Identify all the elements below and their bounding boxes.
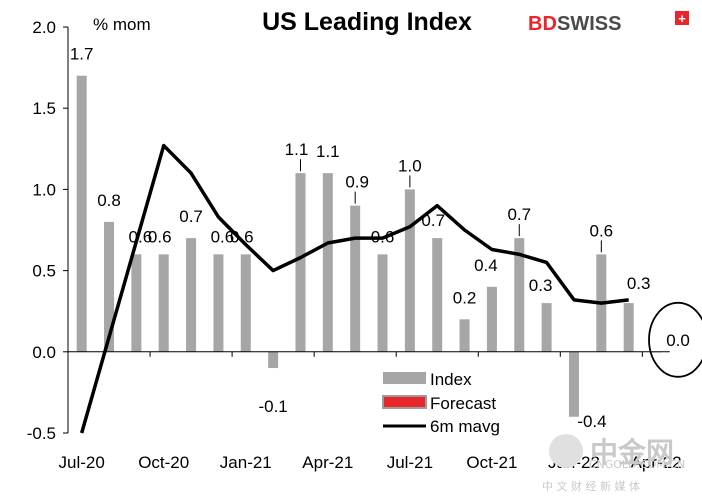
bars <box>76 75 662 417</box>
data-label: 0.2 <box>453 288 477 307</box>
bar-index <box>459 319 470 352</box>
data-label: 1.0 <box>398 156 422 175</box>
bar-index <box>377 254 388 352</box>
data-label: -0.4 <box>577 412 606 431</box>
x-tick-label: Jan-21 <box>220 453 272 472</box>
data-label: 0.6 <box>148 227 172 246</box>
forecast-highlight-circle <box>648 301 702 378</box>
y-tick-label: 0.0 <box>32 343 56 362</box>
chart-title: US Leading Index <box>262 8 472 36</box>
swiss-cross-icon <box>675 11 689 25</box>
data-labels: 1.70.80.60.60.70.60.6-0.11.1 1.10.90.61.0… <box>70 45 702 431</box>
legend-label-index: Index <box>430 370 472 389</box>
bar-index <box>541 303 552 352</box>
watermark-sub: 中 文 财 经 新 媒 体 <box>542 479 640 493</box>
data-label: 0.3 <box>627 274 651 293</box>
data-label: 0.7 <box>179 207 203 226</box>
brand-bd: BD <box>528 13 557 35</box>
watermark-url: CNGOLD.COM.CN <box>589 458 685 471</box>
data-label: 0.6 <box>129 227 153 246</box>
data-label: 0.4 <box>474 256 498 275</box>
bar-index <box>240 254 251 352</box>
data-label: 1.1 <box>285 140 309 159</box>
mavg-line <box>79 143 629 434</box>
x-tick-label: Oct-20 <box>138 453 189 472</box>
data-label: 0.6 <box>371 227 395 246</box>
x-tick-label: Oct-21 <box>466 453 517 472</box>
bar-index <box>213 254 224 352</box>
data-label: 0.8 <box>97 191 121 210</box>
bar-index <box>158 254 169 352</box>
data-label: 0.9 <box>345 173 369 192</box>
bar-index <box>514 238 525 352</box>
bar-index <box>295 173 306 352</box>
legend-label-mavg: 6m mavg <box>430 417 500 436</box>
watermark-main: 中金网 <box>590 436 674 469</box>
y-tick-label: 1.0 <box>32 180 56 199</box>
bar-index <box>432 238 443 352</box>
data-label: 0.7 <box>421 211 445 230</box>
watermark-logo-icon <box>549 434 583 468</box>
moving-average-line <box>79 143 629 434</box>
bar-index <box>131 254 142 352</box>
bar-index <box>268 351 279 369</box>
bar-index <box>486 286 497 352</box>
swiss-cross-glyph: + <box>678 11 686 26</box>
legend-swatch-forecast <box>382 395 427 409</box>
x-tick-label: Apr-22 <box>631 453 682 472</box>
bar-index <box>350 205 361 352</box>
bar-index <box>623 303 634 352</box>
bar-index <box>186 238 197 352</box>
legend: Index Forecast 6m mavg <box>382 370 500 436</box>
bar-index <box>404 189 415 352</box>
bar-index <box>76 75 87 352</box>
brand-swiss: SWISS <box>557 13 621 35</box>
y-tick-label: 2.0 <box>32 18 56 37</box>
data-label: 0.3 <box>529 276 553 295</box>
brand-logo: BD SWISS + <box>528 11 689 35</box>
data-label: 0.6 <box>590 221 614 240</box>
y-tick-label: -0.5 <box>27 424 56 443</box>
bar-index <box>322 173 333 352</box>
x-tick-label: Jul-20 <box>59 453 105 472</box>
data-label: 0.6 <box>230 227 254 246</box>
y-axis-label: % mom <box>93 15 151 34</box>
watermark: 中金网 CNGOLD.COM.CN 中 文 财 经 新 媒 体 <box>542 434 685 493</box>
data-label: 1.1 <box>316 142 340 161</box>
x-tick-label: Jul-21 <box>387 453 433 472</box>
forecast-data-label: 0.0 <box>666 331 690 350</box>
y-tick-label: 1.5 <box>32 99 56 118</box>
bar-index <box>568 351 579 417</box>
data-label: 0.6 <box>211 227 235 246</box>
bar-index <box>104 221 115 352</box>
data-label: -0.1 <box>258 397 287 416</box>
legend-swatch-index <box>383 372 426 384</box>
y-tick-label: 0.5 <box>32 262 56 281</box>
data-label: 0.7 <box>507 205 531 224</box>
data-label: 1.7 <box>70 45 94 64</box>
x-tick-label: Apr-21 <box>302 453 353 472</box>
legend-label-forecast: Forecast <box>430 394 496 413</box>
